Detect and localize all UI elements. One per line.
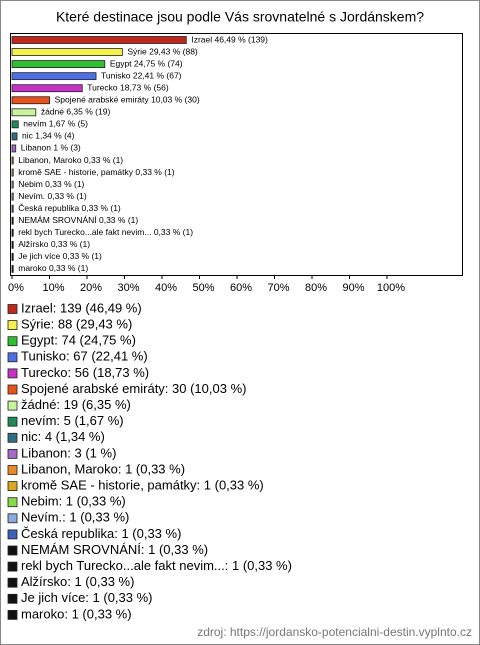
- legend-swatch: [7, 497, 18, 508]
- legend-label: Libanon, Maroko: 1 (0,33 %): [21, 461, 185, 476]
- x-tick-label: 30%: [117, 282, 139, 294]
- bar-label: NEMÁM SROVNÁNÍ 0,33 % (1): [18, 215, 138, 225]
- legend-label: Izrael: 139 (46,49 %): [21, 300, 142, 315]
- legend-label: Nevím.: 1 (0,33 %): [21, 510, 129, 525]
- legend-swatch: [7, 336, 18, 347]
- bar-label: Libanon, Maroko 0,33 % (1): [18, 155, 123, 165]
- bar-label: maroko 0,33 % (1): [18, 263, 88, 273]
- bar: [11, 60, 106, 68]
- bar: [11, 72, 97, 81]
- bar: [11, 252, 14, 261]
- bar: [11, 204, 14, 213]
- legend-swatch: [7, 384, 18, 395]
- bar: [11, 36, 187, 44]
- legend-label: Spojené arabské emiráty: 30 (10,03 %): [21, 381, 246, 396]
- bar-label: Turecko 18,73 % (56): [87, 82, 169, 92]
- legend-label: žádné: 19 (6,35 %): [21, 397, 131, 412]
- bar: [11, 84, 83, 93]
- bar-label: žádné 6,35 % (19): [41, 107, 111, 117]
- bar: [11, 144, 17, 153]
- legend-swatch: [7, 481, 18, 492]
- bar: [11, 96, 51, 105]
- legend-swatch: [7, 400, 18, 411]
- x-tick-label: 60%: [230, 282, 252, 294]
- bar-label: kromě SAE - historie, památky 0,33 % (1): [18, 167, 175, 177]
- legend-label: kromě SAE - historie, památky: 1 (0,33 %…: [21, 478, 264, 493]
- bar: [11, 108, 37, 117]
- legend-label: Sýrie: 88 (29,43 %): [21, 317, 132, 332]
- source: zdroj: https://jordansko-potencialni-des…: [197, 625, 472, 639]
- legend-label: nevím: 5 (1,67 %): [21, 413, 124, 428]
- bar-label: Nebim 0,33 % (1): [18, 179, 84, 189]
- bar-label: Tunisko 22,41 % (67): [101, 70, 182, 80]
- x-tick-label: 80%: [305, 282, 327, 294]
- legend-swatch: [7, 593, 18, 604]
- bar: [11, 216, 14, 225]
- legend-swatch: [7, 577, 18, 588]
- x-tick-label: 20%: [80, 282, 102, 294]
- legend-swatch: [7, 545, 18, 556]
- legend-label: Turecko: 56 (18,73 %): [21, 365, 149, 380]
- bar-label: Je jich více 0,33 % (1): [18, 251, 102, 261]
- x-tick-label: 40%: [155, 282, 177, 294]
- bar-label: nic 1,34 % (4): [22, 131, 75, 141]
- bar: [11, 192, 14, 201]
- legend-swatch: [7, 432, 18, 443]
- chart-title: Které destinace jsou podle Vás srovnatel…: [56, 9, 424, 25]
- bar-label: nevím 1,67 % (5): [23, 119, 88, 129]
- bar: [11, 120, 19, 129]
- legend-label: Tunisko: 67 (22,41 %): [21, 349, 148, 364]
- legend-label: Je jich více: 1 (0,33 %): [21, 590, 153, 605]
- x-tick-label: 100%: [377, 282, 405, 294]
- legend-swatch: [7, 513, 18, 524]
- legend-label: maroko: 1 (0,33 %): [21, 606, 132, 621]
- bar-label: Alžírsko 0,33 % (1): [18, 239, 90, 249]
- legend-swatch: [7, 610, 18, 620]
- legend-swatch: [7, 529, 18, 540]
- bar: [11, 240, 14, 249]
- legend-swatch: [7, 368, 18, 379]
- bar-label: Egypt 24,75 % (74): [110, 58, 183, 68]
- bar-label: Sýrie 29,43 % (88): [127, 46, 198, 56]
- bar: [11, 180, 14, 189]
- legend-label: Nebim: 1 (0,33 %): [21, 494, 126, 509]
- legend-swatch: [7, 304, 18, 314]
- bar-label: Spojené arabské emiráty 10,03 % (30): [55, 95, 200, 105]
- bar: [11, 132, 18, 141]
- legend-label: Alžírsko: 1 (0,33 %): [21, 574, 134, 589]
- bar: [11, 48, 123, 56]
- x-tick-label: 90%: [342, 282, 364, 294]
- legend-swatch: [7, 352, 18, 363]
- x-tick-label: 10%: [42, 282, 64, 294]
- bar-label: rekl bych Turecko...ale fakt nevim... 0,…: [18, 227, 193, 237]
- bar: [11, 228, 14, 237]
- bar-label: Libanon 1 % (3): [21, 143, 81, 153]
- legend-swatch: [7, 416, 18, 427]
- legend-label: Egypt: 74 (24,75 %): [21, 333, 136, 348]
- bar: [11, 168, 14, 177]
- legend-swatch: [7, 320, 18, 331]
- x-tick-label: 0%: [8, 282, 24, 294]
- bar-label: Izrael 46,49 % (139): [191, 34, 268, 44]
- bar: [11, 265, 14, 273]
- x-tick-label: 50%: [192, 282, 214, 294]
- legend-label: rekl bych Turecko...ale fakt nevim...: 1…: [21, 558, 292, 573]
- legend-label: Libanon: 3 (1 %): [21, 445, 116, 460]
- bar-label: Česká republika 0,33 % (1): [18, 203, 121, 213]
- legend-label: nic: 4 (1,34 %): [21, 429, 105, 444]
- legend-label: NEMÁM SROVNÁNÍ: 1 (0,33 %): [21, 542, 208, 557]
- bar: [11, 156, 14, 165]
- legend-label: Česká republika: 1 (0,33 %): [21, 526, 181, 541]
- legend-swatch: [7, 465, 18, 475]
- legend-swatch: [7, 561, 18, 572]
- x-tick-label: 70%: [267, 282, 289, 294]
- legend-swatch: [7, 448, 18, 459]
- bar-label: Nevím. 0,33 % (1): [18, 191, 87, 201]
